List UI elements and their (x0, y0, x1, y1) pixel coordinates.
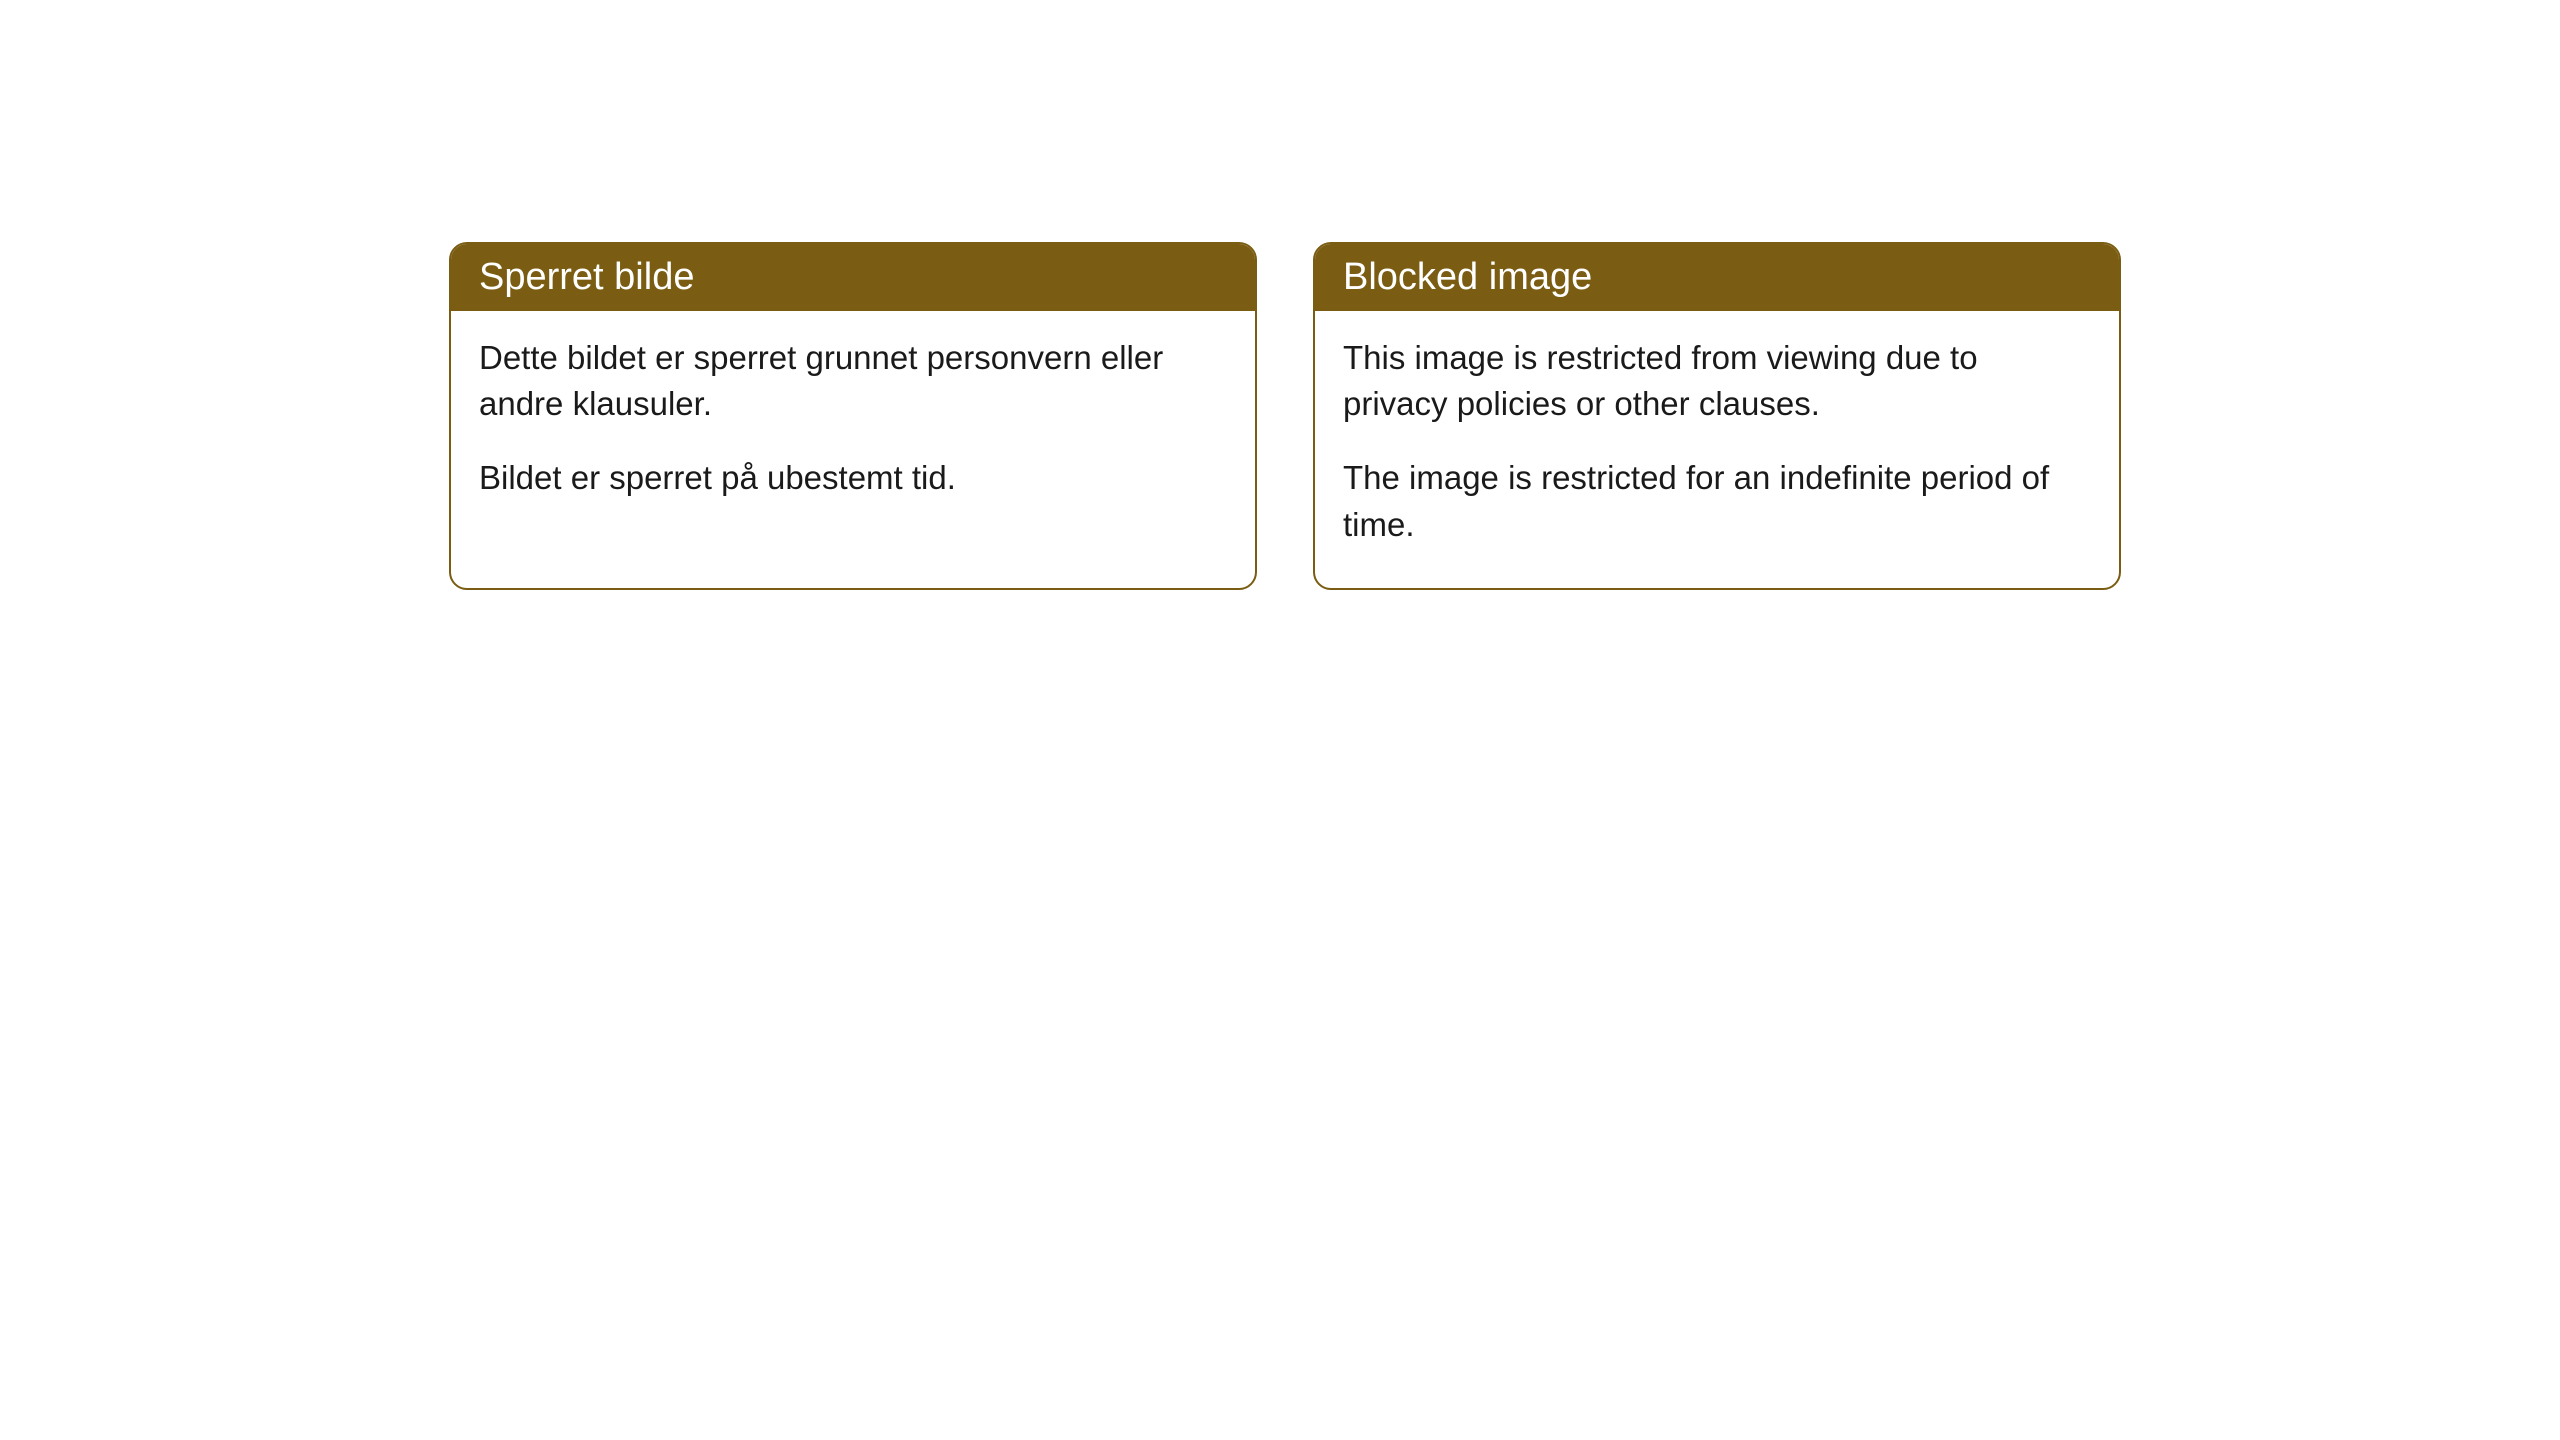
card-header-norwegian: Sperret bilde (451, 244, 1255, 311)
restriction-duration-norwegian: Bildet er sperret på ubestemt tid. (479, 455, 1227, 501)
cards-container: Sperret bilde Dette bildet er sperret gr… (449, 242, 2121, 590)
card-header-english: Blocked image (1315, 244, 2119, 311)
restriction-duration-english: The image is restricted for an indefinit… (1343, 455, 2091, 547)
card-body-norwegian: Dette bildet er sperret grunnet personve… (451, 311, 1255, 542)
card-body-english: This image is restricted from viewing du… (1315, 311, 2119, 588)
blocked-image-card-norwegian: Sperret bilde Dette bildet er sperret gr… (449, 242, 1257, 590)
restriction-reason-norwegian: Dette bildet er sperret grunnet personve… (479, 335, 1227, 427)
restriction-reason-english: This image is restricted from viewing du… (1343, 335, 2091, 427)
blocked-image-card-english: Blocked image This image is restricted f… (1313, 242, 2121, 590)
